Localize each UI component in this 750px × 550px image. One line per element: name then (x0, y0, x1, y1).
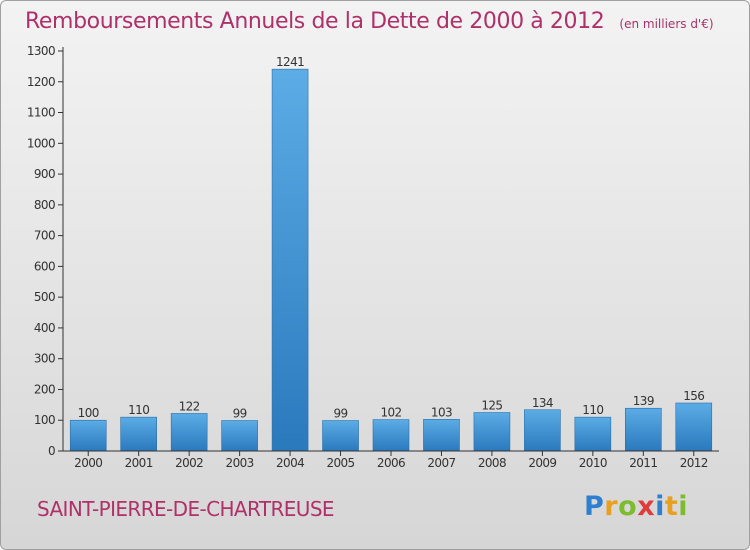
logo-letter: o (618, 491, 638, 522)
chart-title: Remboursements Annuels de la Dette de 20… (25, 9, 714, 34)
y-tick-label: 500 (34, 290, 55, 304)
bar-value-label: 99 (233, 407, 247, 421)
x-tick-label: 2009 (528, 456, 556, 470)
bar-value-label: 1241 (276, 55, 304, 69)
y-tick-label: 0 (48, 444, 55, 458)
chart-title-unit: (en milliers d'€) (619, 17, 714, 31)
x-tick-label: 2001 (125, 456, 153, 470)
proxiti-logo: Proxiti (584, 491, 688, 522)
bars: 100 110 122 99 1241 99 102 103 125 134 110 139 156 (69, 55, 713, 452)
y-tick-label: 100 (34, 413, 55, 427)
bar-value-label: 134 (532, 396, 553, 410)
x-tick-label: 2007 (427, 456, 455, 470)
bar-2001 (120, 416, 157, 452)
y-tick-label: 1300 (27, 44, 55, 58)
bar-value-label: 100 (78, 406, 99, 420)
bar-2002 (170, 413, 208, 452)
bar-2004 (271, 68, 309, 452)
bar-value-label: 102 (380, 406, 401, 420)
x-axis: 2000 2001 2002 2003 2004 2005 2006 2007 2008 2009… (63, 450, 719, 470)
bar-2010 (574, 416, 612, 452)
x-tick-label: 2002 (175, 456, 203, 470)
x-tick-label: 2008 (478, 456, 506, 470)
logo-letter: i (655, 491, 665, 522)
bar-value-label: 122 (179, 399, 200, 413)
bar-2005 (322, 420, 359, 452)
logo-letter: i (678, 491, 689, 522)
bar-2011 (625, 407, 662, 452)
bar-value-label: 99 (333, 407, 347, 421)
x-tick-label: 2006 (377, 456, 405, 470)
logo-letter: r (604, 491, 619, 522)
bar-value-label: 110 (582, 403, 603, 417)
x-tick-label: 2011 (629, 456, 657, 470)
x-tick-label: 2005 (326, 456, 354, 470)
bar-2003 (221, 420, 258, 452)
y-tick-label: 800 (34, 198, 55, 212)
chart-title-main: Remboursements Annuels de la Dette de 20… (25, 9, 605, 34)
bar-value-label: 139 (633, 394, 654, 408)
y-tick-label: 1100 (27, 106, 55, 120)
x-tick-label: 2010 (579, 456, 607, 470)
x-tick-label: 2003 (226, 456, 254, 470)
y-tick-label: 300 (34, 352, 55, 366)
y-tick-label: 900 (34, 167, 55, 181)
y-tick-label: 600 (34, 259, 55, 273)
bar-value-label: 110 (128, 403, 149, 417)
y-tick-label: 200 (34, 382, 55, 396)
y-tick-label: 1200 (27, 75, 55, 89)
bar-value-label: 103 (431, 405, 452, 419)
bar-2009 (524, 409, 561, 452)
x-tick-label: 2000 (74, 456, 102, 470)
x-tick-label: 2012 (680, 456, 708, 470)
x-tick-label: 2004 (276, 456, 304, 470)
y-tick-label: 1000 (27, 136, 55, 150)
bar-value-label: 125 (481, 399, 502, 413)
y-tick-label: 400 (34, 321, 55, 335)
logo-letter: t (664, 491, 679, 522)
bar-value-label: 156 (683, 389, 704, 403)
bar-2006 (372, 419, 410, 452)
y-tick-label: 700 (34, 229, 55, 243)
bar-2008 (473, 412, 511, 452)
y-axis: 0 100 200 300 400 500 600 700 800 900 1000 1100 1200… (27, 44, 64, 458)
logo-letter: P (584, 491, 605, 522)
bar-2007 (423, 419, 460, 452)
logo-letter: x (637, 491, 656, 522)
bar-2012 (675, 402, 713, 452)
bar-2000 (69, 419, 107, 452)
commune-name: SAINT-PIERRE-DE-CHARTREUSE (37, 497, 335, 521)
